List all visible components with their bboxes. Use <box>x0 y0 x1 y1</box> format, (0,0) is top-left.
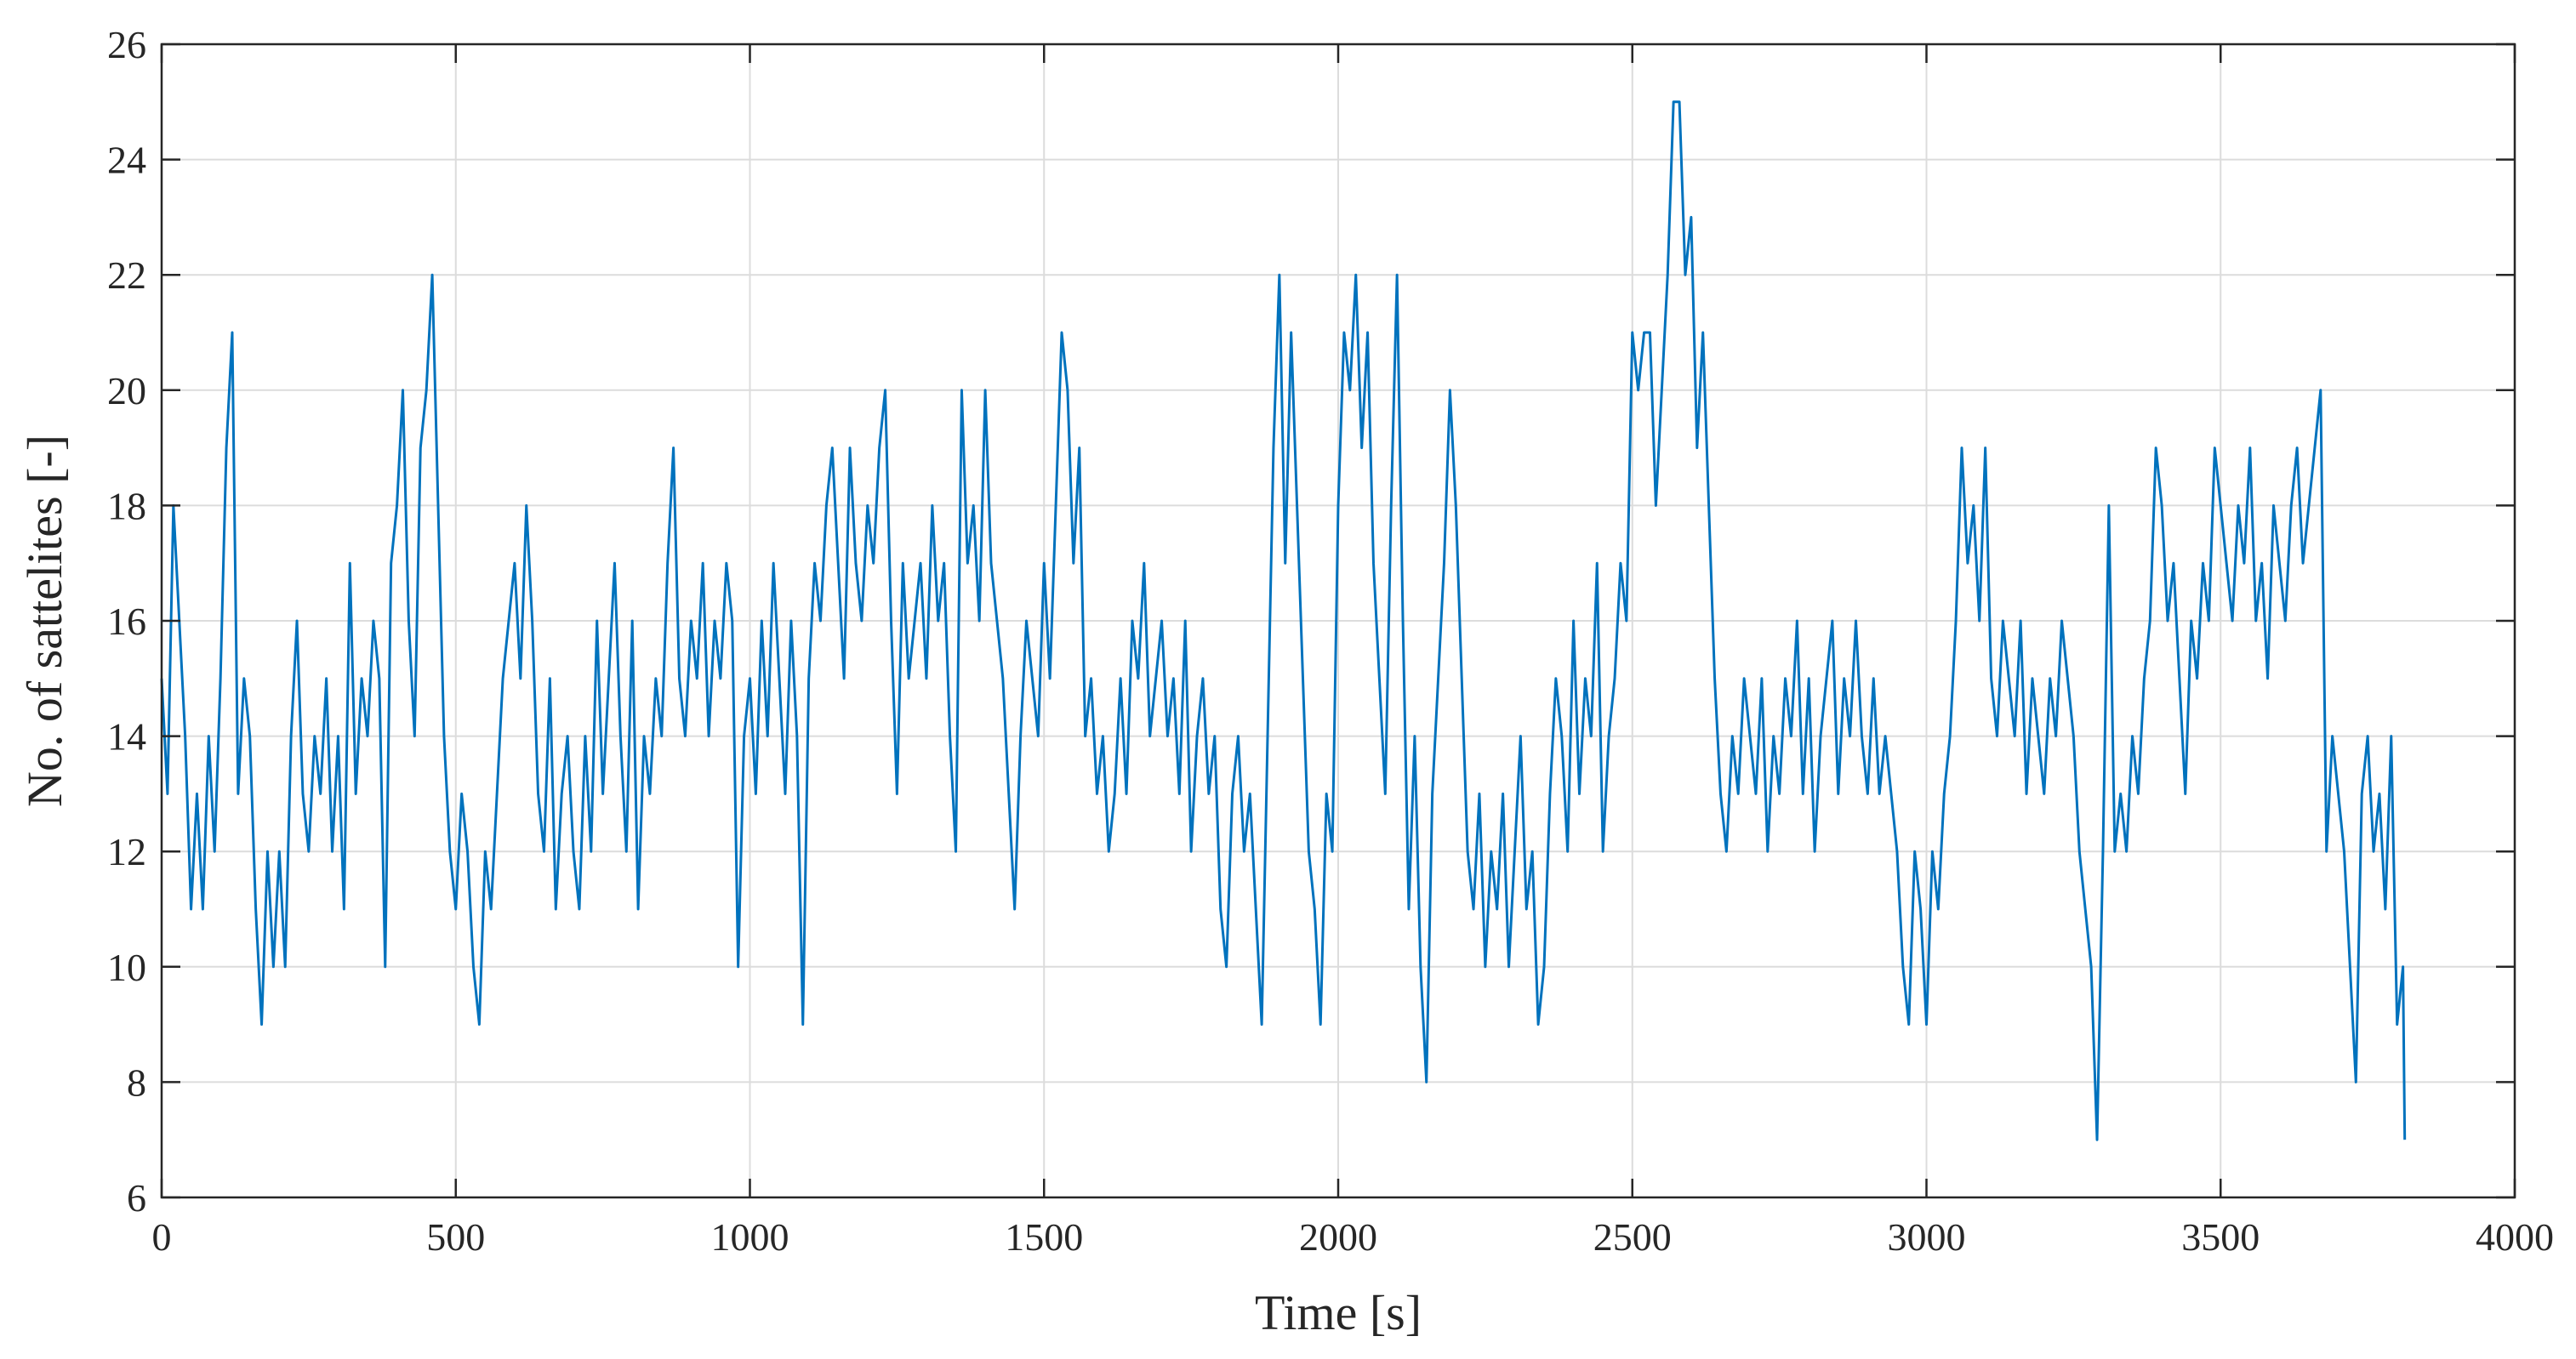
y-axis-label: No. of sattelites [-] <box>17 435 72 807</box>
tick-marks <box>160 43 2516 1199</box>
y-tick-label: 10 <box>107 946 146 989</box>
series-line-0 <box>160 100 2407 1141</box>
x-tick-label: 1000 <box>711 1215 789 1259</box>
y-tick-label: 20 <box>107 369 146 412</box>
y-tick-label: 18 <box>107 484 146 527</box>
y-tick-label: 6 <box>127 1176 146 1220</box>
y-tick-label: 22 <box>107 253 146 297</box>
y-tick-labels: 6 8 10 12 14 16 18 20 22 24 26 <box>107 23 146 1220</box>
x-tick-label: 1500 <box>1005 1215 1083 1259</box>
y-tick-label: 12 <box>107 830 146 873</box>
x-tick-label: 3000 <box>1888 1215 1966 1259</box>
y-tick-label: 16 <box>107 600 146 643</box>
x-tick-label: 0 <box>152 1215 172 1259</box>
y-tick-label: 8 <box>127 1060 146 1104</box>
data-series <box>160 100 2407 1141</box>
x-tick-label: 500 <box>426 1215 485 1259</box>
y-tick-label: 14 <box>107 715 146 759</box>
x-tick-label: 2500 <box>1593 1215 1672 1259</box>
x-tick-label: 3500 <box>2181 1215 2260 1259</box>
y-tick-label: 26 <box>107 23 146 66</box>
x-tick-labels: 0 500 1000 1500 2000 2500 3000 3500 4000 <box>152 1215 2555 1259</box>
x-axis-label: Time [s] <box>1255 1285 1422 1340</box>
y-tick-label: 24 <box>107 139 146 182</box>
x-tick-label: 4000 <box>2476 1215 2554 1259</box>
x-tick-label: 2000 <box>1299 1215 1377 1259</box>
